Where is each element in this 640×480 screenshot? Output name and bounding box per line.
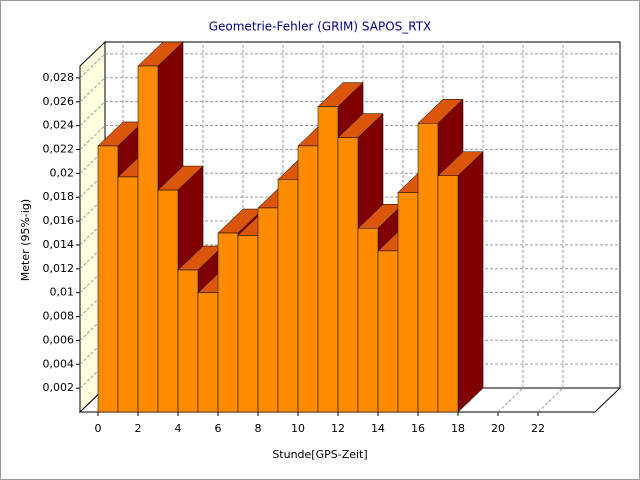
bar [377,250,399,413]
x-tick-label: 12 [331,422,345,435]
y-tick-label: 0,016 [43,214,75,227]
y-tick-label: 0,006 [43,333,75,346]
bar [297,145,319,413]
y-tick-label: 0,026 [43,95,75,108]
bar [357,228,379,413]
grid-line [79,196,106,222]
bar [157,189,179,413]
y-tick-label: 0,022 [43,143,75,156]
grid-line [79,339,106,365]
bar [117,176,139,413]
bar [417,123,439,413]
grid-line [497,387,524,413]
x-tick-label: 0 [95,422,102,435]
y-tick-label: 0,02 [50,166,75,179]
grid-line [79,244,106,270]
grid-line [79,125,106,150]
bar [237,235,259,413]
y-tick-label: 0,014 [43,238,75,251]
grid-line [79,149,106,174]
x-tick-label: 18 [451,422,465,435]
x-tick-label: 14 [371,422,385,435]
bar-side [457,151,484,413]
grid-line [537,387,564,413]
grid-line [79,363,106,389]
grid-line [79,101,106,127]
y-tick-label: 0,024 [43,119,75,132]
x-axis-label: Stunde[GPS-Zeit] [272,448,367,461]
y-tick-label: 0,028 [43,71,75,84]
x-tick-label: 2 [135,422,142,435]
grid-line [79,172,106,198]
bar [437,175,459,413]
y-tick-label: 0,002 [43,381,75,394]
grid-line [79,316,106,341]
bar [277,179,299,413]
x-tick-label: 8 [255,422,262,435]
grid-line [79,292,106,317]
grid-line [79,268,106,294]
x-tick-label: 16 [411,422,425,435]
grid-line [79,53,106,79]
y-tick-label: 0,008 [43,310,75,323]
x-tick-label: 6 [215,422,222,435]
x-tick-label: 20 [491,422,505,435]
bar [397,192,419,413]
y-tick-label: 0,01 [50,286,75,299]
bar [197,292,219,413]
y-tick-label: 0,012 [43,262,75,275]
bar [217,232,239,413]
x-tick-label: 10 [291,422,305,435]
bar [97,145,119,413]
x-tick-label: 4 [175,422,182,435]
bar [317,106,339,413]
x-tick-label: 22 [531,422,545,435]
y-tick-label: 0,018 [43,190,75,203]
y-axis-label: Meter (95%-ig) [19,199,32,281]
grid-line [79,220,106,246]
chart-title: Geometrie-Fehler (GRIM) SAPOS_RTX [209,20,432,34]
bar [257,207,279,413]
bar [137,65,159,413]
y-tick-label: 0,004 [43,357,75,370]
bar [177,269,199,413]
bar [337,137,359,413]
grid-line [79,77,106,103]
